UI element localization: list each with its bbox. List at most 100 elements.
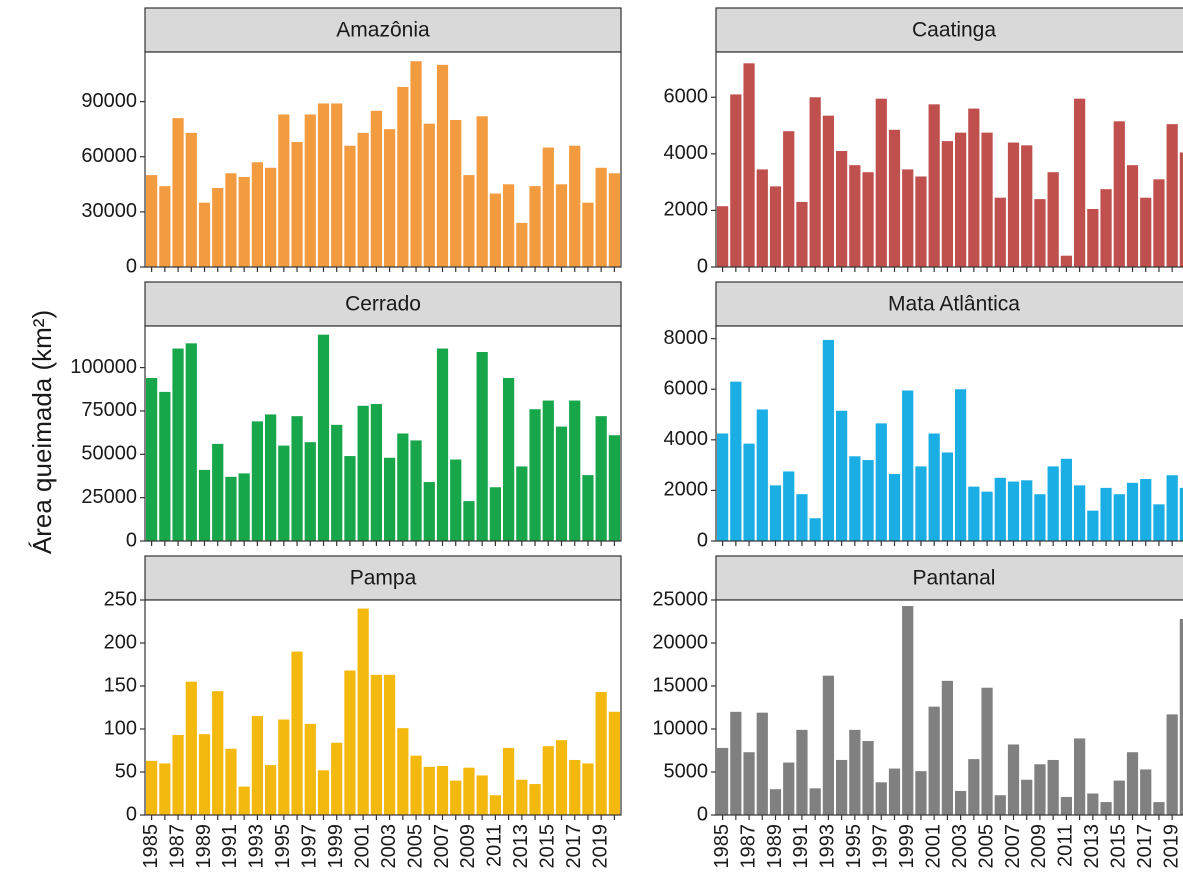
bar-amazonia-2000 (344, 145, 356, 267)
bar-caatinga-1988 (756, 169, 768, 267)
bar-amazonia-1991 (225, 173, 237, 267)
facet-pampa: Pampa 0 50 100 150 200 250 1985 1987 1989 1991 1993… (104, 555, 622, 869)
bar-caatinga-1993 (822, 115, 834, 268)
bar-caatinga-1985 (717, 206, 729, 267)
x-tick-label-pampa-2013: 2013 (510, 824, 532, 869)
bar-pampa-1994 (265, 765, 277, 815)
bar-amazonia-1999 (331, 103, 343, 267)
bar-mata-atlantica-1993 (822, 339, 834, 541)
bar-mata-atlantica-2000 (915, 466, 927, 541)
bar-mata-atlantica-1987 (743, 443, 755, 541)
bar-caatinga-1986 (730, 94, 742, 268)
bar-amazonia-1993 (251, 162, 263, 267)
bar-pantanal-2009 (1034, 764, 1046, 815)
strip-label-mata-atlantica: Mata Atlântica (888, 293, 1020, 316)
y-tick-label-pampa-200: 200 (104, 631, 137, 653)
bar-cerrado-1999 (331, 424, 343, 541)
bar-pampa-2004 (397, 728, 409, 815)
bar-mata-atlantica-2012 (1074, 485, 1086, 541)
y-tick-label-mata-atlantica-6000: 6000 (664, 378, 709, 400)
bar-amazonia-2005 (410, 61, 422, 267)
facet-mata-atlantica: Mata Atlântica 0 2000 4000 6000 8000 (664, 281, 1183, 551)
bar-pantanal-1986 (730, 711, 742, 815)
x-tick-label-pampa-2009: 2009 (457, 824, 479, 869)
bar-amazonia-2016 (555, 184, 568, 267)
bar-caatinga-2019 (1166, 124, 1178, 268)
x-tick-label-pantanal-2015: 2015 (1108, 824, 1130, 869)
bar-pampa-1999 (331, 742, 343, 815)
bar-pantanal-1996 (862, 741, 874, 815)
bar-pampa-2003 (384, 674, 396, 815)
bar-pantanal-1992 (809, 788, 821, 815)
bar-caatinga-2001 (928, 104, 940, 267)
bar-caatinga-1989 (769, 186, 782, 267)
y-tick-label-caatinga-2000: 2000 (664, 199, 709, 221)
x-tick-label-pantanal-2011: 2011 (1055, 824, 1077, 867)
bar-pantanal-1987 (743, 752, 755, 815)
x-tick-label-pantanal-2007: 2007 (1002, 824, 1024, 869)
bar-pantanal-2014 (1100, 802, 1112, 815)
x-tick-label-pantanal-1999: 1999 (896, 824, 918, 869)
bar-cerrado-2012 (503, 378, 515, 541)
bar-pampa-1988 (185, 681, 197, 815)
bar-amazonia-2010 (476, 116, 488, 267)
bar-amazonia-1996 (291, 142, 303, 267)
strip-caatinga (715, 7, 1183, 53)
facet-caatinga: Caatinga 0 2000 4000 6000 (664, 7, 1183, 277)
bar-caatinga-2020 (1179, 152, 1183, 267)
bar-pantanal-2003 (955, 790, 967, 815)
bar-cerrado-1992 (238, 473, 250, 541)
y-tick-label-pantanal-25000: 25000 (652, 588, 708, 610)
bar-pantanal-2005 (981, 687, 993, 815)
bar-mata-atlantica-1986 (730, 381, 742, 541)
bar-pantanal-2010 (1047, 759, 1059, 815)
bar-cerrado-1990 (212, 443, 224, 541)
bar-pampa-2007 (436, 765, 449, 815)
y-tick-label-mata-atlantica-8000: 8000 (664, 327, 709, 349)
bar-caatinga-2007 (1007, 142, 1020, 267)
panel-border-caatinga (715, 51, 1183, 268)
bar-amazonia-2011 (489, 193, 501, 267)
bar-caatinga-2012 (1074, 98, 1086, 267)
bar-mata-atlantica-2010 (1047, 466, 1059, 541)
bar-mata-atlantica-1991 (796, 494, 808, 541)
bar-amazonia-2008 (450, 119, 462, 267)
bar-pampa-2013 (516, 779, 528, 815)
bar-pampa-2010 (476, 775, 488, 815)
bar-cerrado-1993 (251, 421, 263, 541)
panel-bg-pampa (145, 600, 621, 815)
bar-mata-atlantica-2006 (994, 477, 1006, 541)
x-tick-label-pampa-2007: 2007 (431, 824, 453, 869)
y-tick-label-pampa-0: 0 (126, 803, 137, 825)
panel-border-pantanal (715, 599, 1183, 816)
strip-label-pantanal: Pantanal (913, 567, 996, 590)
bar-caatinga-1996 (862, 172, 874, 267)
bar-pantanal-2017 (1140, 769, 1152, 815)
bar-pantanal-2016 (1126, 752, 1139, 815)
x-tick-label-pantanal-1987: 1987 (737, 824, 759, 869)
bar-caatinga-1999 (902, 169, 914, 267)
bar-caatinga-1998 (888, 129, 901, 267)
bar-caatinga-2009 (1034, 199, 1046, 267)
bar-pantanal-1998 (888, 768, 901, 815)
bar-amazonia-1990 (212, 187, 224, 267)
x-tick-label-pantanal-1997: 1997 (870, 824, 892, 869)
bar-amazonia-2007 (436, 64, 449, 267)
bar-cerrado-2001 (357, 405, 369, 541)
bar-amazonia-1992 (238, 176, 250, 267)
facet-amazonia: Amazônia 0 30000 60000 90000 (81, 7, 622, 277)
bar-cerrado-2015 (542, 400, 554, 541)
bar-amazonia-2006 (423, 123, 435, 268)
bar-cerrado-1989 (198, 469, 211, 541)
bar-mata-atlantica-2008 (1021, 480, 1033, 541)
bar-cerrado-2018 (582, 475, 594, 541)
bar-amazonia-2003 (384, 129, 396, 267)
bar-pantanal-1991 (796, 729, 808, 815)
bar-amazonia-1988 (185, 132, 197, 267)
bar-mata-atlantica-2017 (1140, 479, 1152, 541)
x-tick-label-pantanal-1989: 1989 (764, 824, 786, 869)
bar-pantanal-1990 (783, 762, 795, 815)
bar-cerrado-2007 (436, 348, 449, 541)
bar-mata-atlantica-2019 (1166, 475, 1178, 541)
